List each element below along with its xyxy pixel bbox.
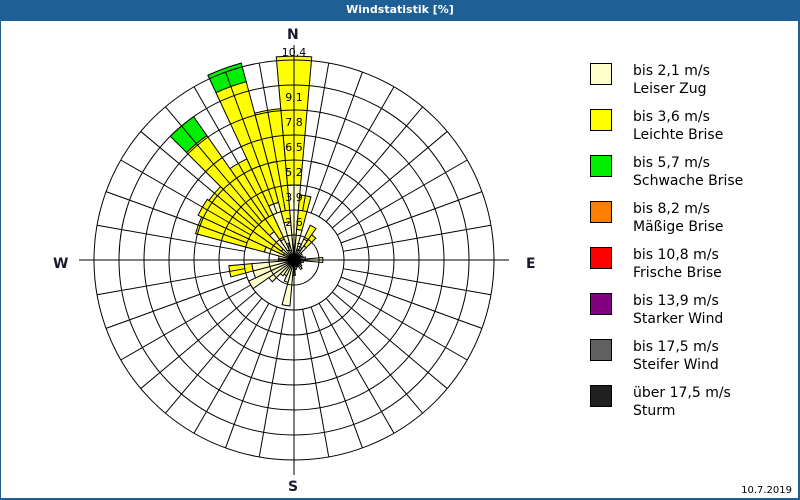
legend-label: Sturm — [633, 403, 676, 419]
legend-range: über 17,5 m/s — [633, 385, 731, 401]
date-label: 10.7.2019 — [741, 485, 792, 496]
legend-label: Starker Wind — [633, 311, 724, 327]
chart-panel: 1,3 2,6 3,9 5,2 6,5 7,8 9,1 10,4 N E S W bis 2,… — [1, 21, 798, 498]
grid-spoke — [258, 62, 286, 211]
grid-spoke — [331, 131, 448, 229]
ring-label: 5,2 — [285, 166, 303, 179]
legend-range: bis 13,9 m/s — [633, 293, 719, 309]
grid-spoke — [225, 306, 278, 449]
grid-spoke — [165, 106, 263, 223]
grid-spoke — [310, 71, 363, 214]
grid-spoke — [325, 106, 423, 223]
legend-swatch — [590, 155, 612, 177]
grid-spoke — [258, 309, 286, 458]
grid-spoke — [318, 303, 395, 434]
compass-south: S — [288, 479, 299, 495]
sector-segment — [197, 198, 286, 256]
legend-swatch — [590, 339, 612, 361]
grid-spoke — [343, 268, 492, 296]
legend-range: bis 8,2 m/s — [633, 201, 710, 217]
grid-spoke — [318, 86, 395, 217]
compass-west: W — [53, 256, 69, 272]
grid-spoke — [340, 191, 483, 244]
sector-segment — [228, 263, 254, 278]
grid-spoke — [302, 62, 330, 211]
ring-label: 2,6 — [285, 216, 303, 229]
grid-spoke — [337, 159, 468, 236]
legend-label: Mäßige Brise — [633, 219, 724, 235]
wind-rose-chart: 1,3 2,6 3,9 5,2 6,5 7,8 9,1 10,4 — [79, 45, 509, 475]
legend-label: Frische Brise — [633, 265, 722, 281]
grid-spoke — [105, 276, 248, 329]
legend-label: Leiser Zug — [633, 81, 707, 97]
grid-spoke — [331, 291, 448, 389]
legend: bis 2,1 m/s Leiser Zug bis 3,6 m/s Leichte… — [590, 42, 795, 419]
legend-item: bis 3,6 m/s Leichte Brise — [590, 88, 795, 143]
legend-label: Leichte Brise — [633, 127, 724, 143]
grid-spoke — [120, 159, 251, 236]
ring-label: 7,8 — [285, 116, 303, 129]
legend-item: bis 10,8 m/s Frische Brise — [590, 226, 795, 281]
legend-swatch — [590, 293, 612, 315]
legend-range: bis 5,7 m/s — [633, 155, 710, 171]
grid-spoke — [165, 297, 263, 414]
grid-spoke — [120, 284, 251, 361]
legend-range: bis 17,5 m/s — [633, 339, 719, 355]
grid-spoke — [325, 297, 423, 414]
legend-label: Schwache Brise — [633, 173, 744, 189]
sector-segment — [207, 62, 247, 94]
grid-spoke — [340, 276, 483, 329]
grid-spoke — [193, 303, 270, 434]
grid-spoke — [140, 291, 257, 389]
legend-item: bis 13,9 m/s Starker Wind — [590, 272, 795, 327]
grid-spoke — [343, 224, 492, 252]
legend-swatch — [590, 247, 612, 269]
legend-swatch — [590, 385, 612, 407]
ring-label: 3,9 — [285, 191, 303, 204]
grid-spoke — [96, 268, 245, 296]
sector-segment — [254, 108, 292, 224]
ring-label: 10,4 — [282, 46, 307, 59]
center-hub — [290, 256, 298, 264]
grid-spoke — [96, 224, 245, 252]
legend-range: bis 3,6 m/s — [633, 109, 710, 125]
ring-label: 9,1 — [285, 91, 303, 104]
ring-label: 1,3 — [285, 241, 303, 254]
legend-label: Steifer Wind — [633, 357, 719, 373]
ring-label: 6,5 — [285, 141, 303, 154]
legend-swatch — [590, 109, 612, 131]
compass-east: E — [526, 256, 536, 272]
compass-north: N — [287, 27, 299, 43]
sector-segment — [303, 224, 317, 242]
legend-item: bis 17,5 m/s Steifer Wind — [590, 318, 795, 373]
legend-swatch — [590, 201, 612, 223]
grid-spoke — [225, 71, 278, 214]
legend-range: bis 2,1 m/s — [633, 63, 710, 79]
grid-spoke — [337, 284, 468, 361]
legend-swatch — [590, 63, 612, 85]
sector-segment — [296, 194, 312, 231]
legend-item: bis 5,7 m/s Schwache Brise — [590, 134, 795, 189]
legend-range: bis 10,8 m/s — [633, 247, 719, 263]
legend-item: über 17,5 m/s Sturm — [590, 364, 795, 419]
grid-spoke — [140, 131, 257, 229]
legend-item: bis 8,2 m/s Mäßige Brise — [590, 180, 795, 235]
grid-spoke — [105, 191, 248, 244]
grid-spoke — [302, 309, 330, 458]
legend-item: bis 2,1 m/s Leiser Zug — [590, 42, 795, 97]
window-title: Windstatistik [%] — [0, 0, 800, 20]
grid-spoke — [310, 306, 363, 449]
grid-spoke — [193, 86, 270, 217]
